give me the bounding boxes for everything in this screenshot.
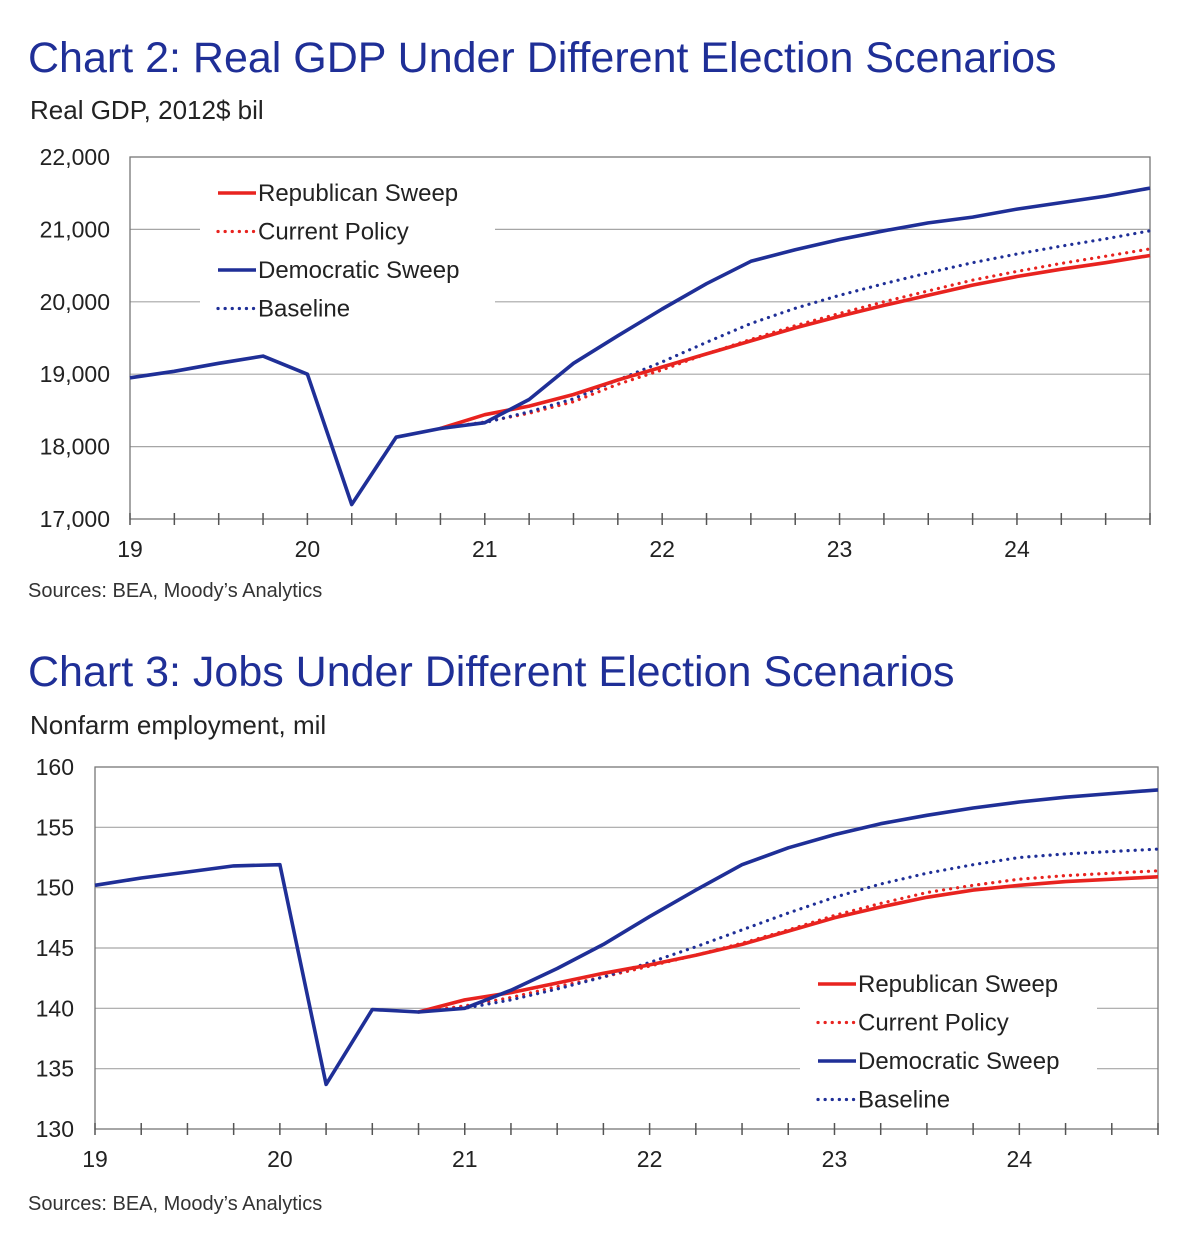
- legend-background: [800, 962, 1097, 1112]
- series-line-republican-sweep: [418, 875, 1159, 1014]
- x-tick-label: 22: [649, 536, 675, 562]
- y-tick-label: 145: [36, 935, 74, 961]
- chart3-source: Sources: BEA, Moody’s Analytics: [28, 1193, 323, 1215]
- y-tick-label: 22,000: [40, 144, 110, 170]
- x-tick-label: 20: [267, 1146, 293, 1172]
- chart2-legend: Republican Sweep Current Policy Democratic…: [200, 170, 495, 330]
- y-tick-label: 130: [36, 1116, 74, 1142]
- legend-label: Baseline: [858, 1087, 950, 1114]
- y-tick-label: 19,000: [40, 361, 110, 387]
- series-line-republican-sweep: [439, 253, 1151, 431]
- x-tick-label: 23: [827, 536, 853, 562]
- legend-label: Current Policy: [858, 1010, 1009, 1037]
- y-tick-label: 140: [36, 995, 74, 1021]
- y-tick-label: 17,000: [40, 506, 110, 532]
- x-tick-label: 24: [1007, 1146, 1033, 1172]
- x-tick-label: 24: [1004, 536, 1030, 562]
- y-tick-label: 135: [36, 1056, 74, 1082]
- legend-label: Current Policy: [258, 219, 409, 246]
- y-tick-label: 20,000: [40, 289, 110, 315]
- y-tick-label: 21,000: [40, 216, 110, 242]
- plot-frame: [94, 766, 1159, 1130]
- y-tick-label: 155: [36, 814, 74, 840]
- legend-label: Democratic Sweep: [258, 257, 459, 284]
- chart2-subtitle: Real GDP, 2012$ bil: [30, 95, 264, 125]
- chart3-plot: 130 135 140 145 150 155 160 19 20 21 22 23 24 Republi…: [36, 754, 1160, 1172]
- legend-label: Baseline: [258, 296, 350, 323]
- x-tick-label: 20: [295, 536, 321, 562]
- x-tick-label: 19: [82, 1146, 108, 1172]
- legend-label: Republican Sweep: [258, 180, 458, 207]
- y-tick-label: 18,000: [40, 434, 110, 460]
- x-tick-label: 19: [117, 536, 143, 562]
- y-tick-label: 160: [36, 754, 74, 780]
- legend-label: Democratic Sweep: [858, 1048, 1059, 1075]
- chart2-title: Chart 2: Real GDP Under Different Electi…: [28, 34, 1057, 82]
- x-tick-label: 22: [637, 1146, 663, 1172]
- series-line-current-policy: [438, 247, 1152, 431]
- series-line-democratic-sweep: [94, 788, 1159, 1087]
- y-tick-label: 150: [36, 875, 74, 901]
- chart2-plot: 17,000 18,000 19,000 20,000 21,000 22,000 19 20…: [40, 144, 1152, 562]
- series-line-baseline: [416, 847, 1160, 1014]
- chart3-legend: Republican Sweep Current Policy Democratic…: [800, 962, 1097, 1114]
- series-line-current-policy: [416, 869, 1160, 1014]
- plot-frame: [129, 156, 1151, 520]
- chart2-source: Sources: BEA, Moody’s Analytics: [28, 580, 323, 602]
- x-tick-label: 21: [452, 1146, 478, 1172]
- x-tick-label: 23: [822, 1146, 848, 1172]
- chart3-title: Chart 3: Jobs Under Different Election S…: [28, 648, 955, 696]
- legend-background: [200, 170, 495, 330]
- legend-label: Republican Sweep: [858, 971, 1058, 998]
- series-line-democratic-sweep: [129, 186, 1151, 507]
- series-line-baseline: [438, 229, 1152, 431]
- chart3-subtitle: Nonfarm employment, mil: [30, 710, 327, 740]
- x-tick-label: 21: [472, 536, 498, 562]
